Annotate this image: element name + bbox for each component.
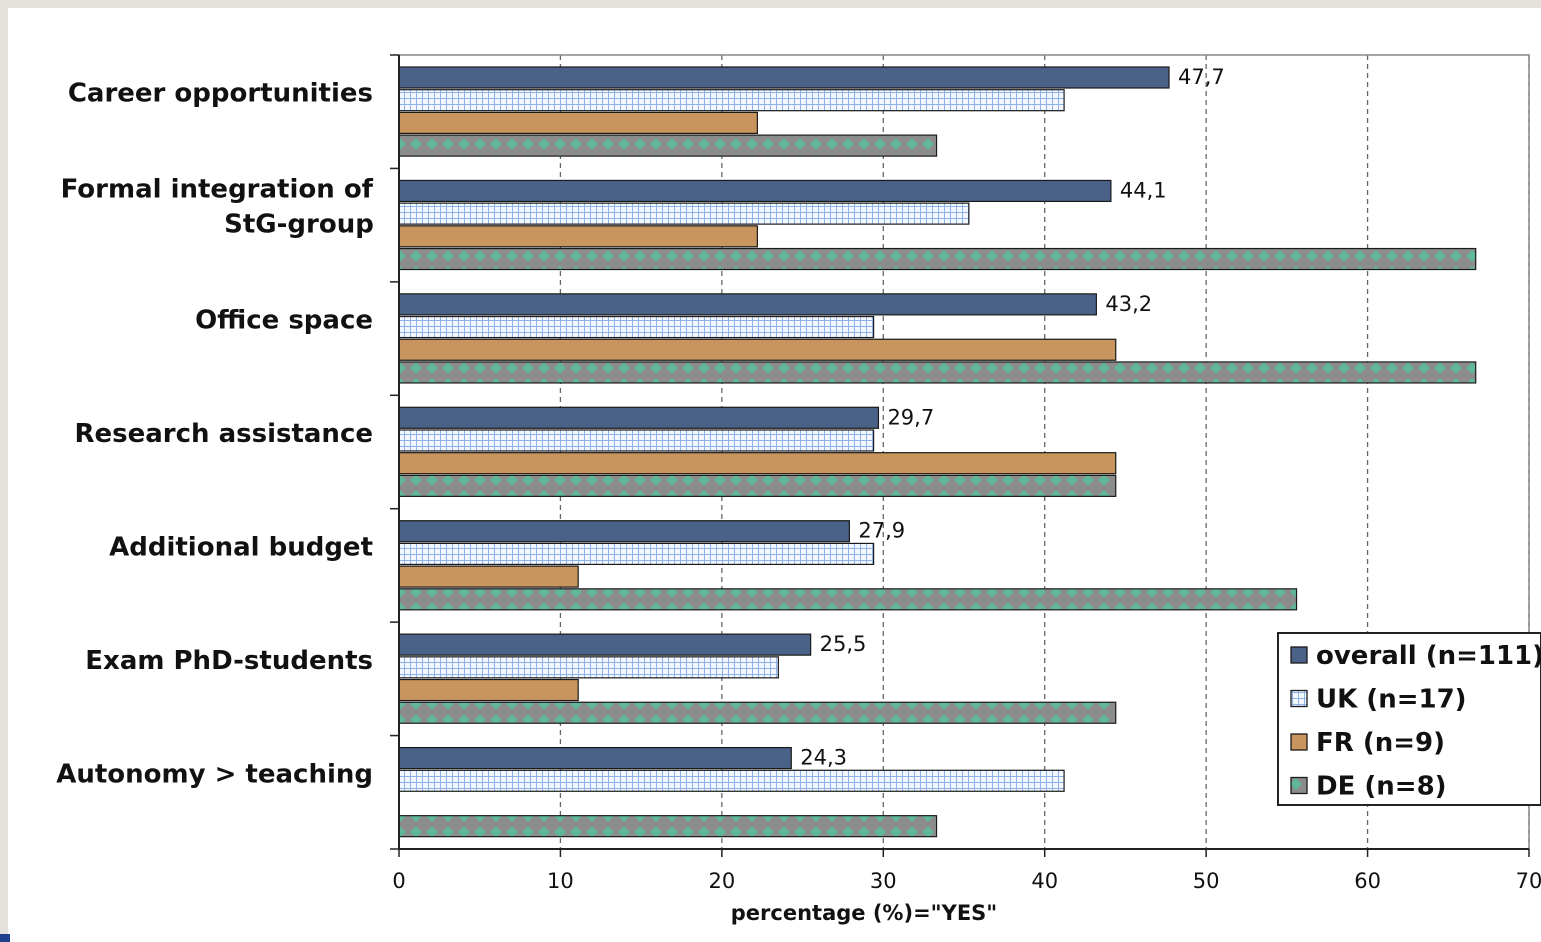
x-tick-label: 20 <box>708 869 735 893</box>
bar <box>399 407 878 428</box>
bar <box>399 589 1297 610</box>
x-tick-label: 10 <box>547 869 574 893</box>
x-tick-label: 30 <box>870 869 897 893</box>
x-tick-label: 40 <box>1031 869 1058 893</box>
bar <box>399 748 791 769</box>
category-label: Office space <box>195 306 373 336</box>
data-label: 47,7 <box>1178 65 1225 89</box>
legend-label: UK (n=17) <box>1316 685 1467 715</box>
data-label: 24,3 <box>800 746 847 770</box>
category-labels: Career opportunities Formal integration o… <box>56 79 374 790</box>
bar <box>399 430 874 451</box>
bar <box>399 226 757 247</box>
category-label: Career opportunities <box>68 79 373 109</box>
bar <box>399 657 778 678</box>
legend-label: FR (n=9) <box>1316 728 1445 758</box>
x-tick-label: 60 <box>1354 869 1381 893</box>
x-axis-title: percentage (%)="YES" <box>731 901 997 925</box>
x-tick-label: 70 <box>1516 869 1541 893</box>
bar <box>399 362 1476 383</box>
bar <box>399 543 874 564</box>
legend-swatch <box>1291 647 1307 663</box>
bar <box>399 566 578 587</box>
legend: overall (n=111) UK (n=17) FR (n=9) DE (n=8) <box>1278 633 1541 805</box>
bar <box>399 339 1116 360</box>
x-tick-label: 50 <box>1193 869 1220 893</box>
bar-chart: 47,7 44,1 43,2 29,7 27,9 25,5 24,3 0 10 20 30 40 50… <box>8 8 1541 942</box>
bar <box>399 521 849 542</box>
bar <box>399 249 1476 270</box>
bar <box>399 475 1116 496</box>
chart-frame: 47,7 44,1 43,2 29,7 27,9 25,5 24,3 0 10 20 30 40 50… <box>8 8 1541 942</box>
legend-label: overall (n=111) <box>1316 641 1541 671</box>
data-label: 29,7 <box>887 405 934 429</box>
legend-label: DE (n=8) <box>1316 772 1447 802</box>
bar <box>399 453 1116 474</box>
bar <box>399 294 1096 315</box>
category-label: Exam PhD-students <box>85 646 373 676</box>
bar <box>399 634 811 655</box>
legend-swatch <box>1291 734 1307 750</box>
bar <box>399 680 578 701</box>
x-tick-label: 0 <box>392 869 405 893</box>
category-label: Research assistance <box>74 419 373 449</box>
bar <box>399 770 1064 791</box>
bar <box>399 317 874 338</box>
bar <box>399 203 969 224</box>
bar <box>399 112 757 133</box>
corner-mark <box>0 934 10 942</box>
legend-swatch <box>1291 778 1307 794</box>
category-label: Additional budget <box>109 532 373 562</box>
bar <box>399 816 937 837</box>
bar <box>399 67 1169 88</box>
category-label: Formal integration of <box>61 175 374 205</box>
bar <box>399 180 1111 201</box>
bar <box>399 135 937 156</box>
data-label: 27,9 <box>858 519 905 543</box>
data-label: 25,5 <box>820 632 867 656</box>
bar <box>399 90 1064 111</box>
category-label: StG-group <box>224 210 374 240</box>
data-label: 43,2 <box>1105 292 1152 316</box>
bar <box>399 702 1116 723</box>
category-label: Autonomy > teaching <box>56 759 373 789</box>
data-label: 44,1 <box>1120 178 1167 202</box>
legend-swatch <box>1291 691 1307 707</box>
